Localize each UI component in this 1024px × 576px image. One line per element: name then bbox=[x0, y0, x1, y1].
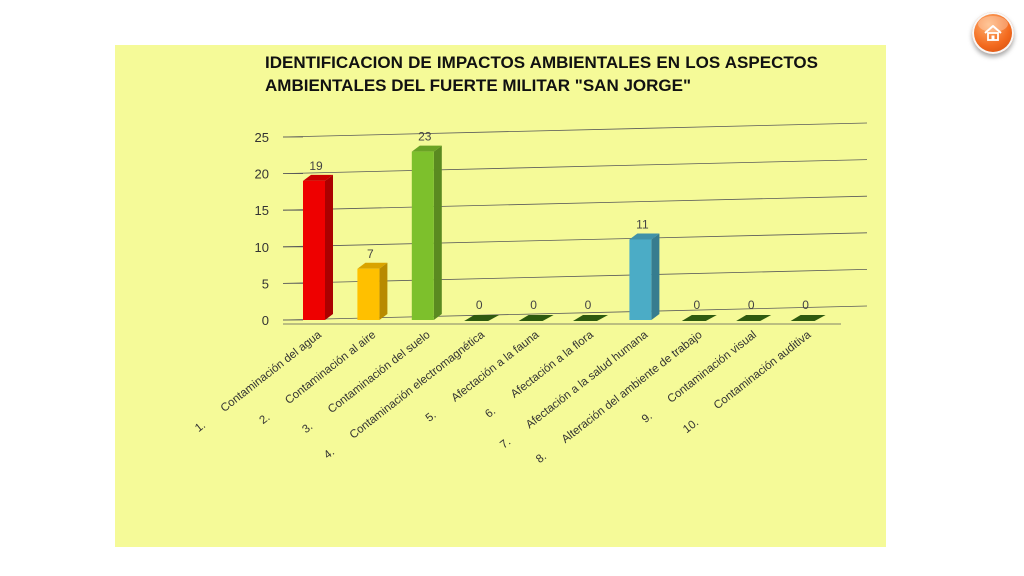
bar bbox=[411, 151, 434, 320]
x-tick-text: Afectación a la fauna bbox=[449, 329, 542, 405]
data-label: 0 bbox=[585, 298, 592, 312]
gridline bbox=[282, 232, 868, 248]
x-tick-number: 10. bbox=[681, 403, 719, 436]
data-label: 0 bbox=[530, 298, 537, 312]
home-icon bbox=[984, 25, 1002, 41]
chart-panel bbox=[115, 45, 886, 547]
bar-top bbox=[357, 262, 388, 269]
bar-side bbox=[325, 174, 333, 320]
bar bbox=[790, 315, 826, 321]
data-label: 0 bbox=[748, 298, 755, 312]
bar bbox=[518, 315, 554, 321]
gridline bbox=[282, 195, 868, 211]
data-label: 23 bbox=[418, 130, 432, 144]
gridline bbox=[282, 122, 868, 138]
bar-top bbox=[411, 145, 442, 152]
bar bbox=[573, 315, 608, 321]
data-label: 11 bbox=[636, 217, 649, 231]
x-tick-text: Contaminación del agua bbox=[219, 329, 325, 415]
data-label: 0 bbox=[476, 298, 483, 312]
bar-side bbox=[433, 145, 442, 320]
bar bbox=[681, 315, 717, 321]
x-tick-text: Contaminación al aire bbox=[283, 329, 378, 407]
x-tick-text: Contaminación del suelo bbox=[326, 329, 433, 416]
bar bbox=[357, 268, 380, 320]
bar-side bbox=[651, 233, 660, 320]
bar-top bbox=[629, 233, 660, 240]
y-tick-label: 25 bbox=[255, 130, 269, 145]
y-tick-label: 0 bbox=[262, 313, 269, 328]
bar bbox=[464, 315, 500, 321]
home-button[interactable] bbox=[972, 12, 1014, 54]
bar-side bbox=[379, 262, 388, 320]
y-tick-label: 10 bbox=[255, 240, 269, 255]
bar-top bbox=[303, 174, 333, 181]
button-shine bbox=[978, 16, 1008, 32]
bar bbox=[736, 315, 772, 321]
data-label: 19 bbox=[309, 159, 323, 173]
x-tick-label: 6. Afectación a la flora bbox=[483, 329, 596, 421]
y-tick-label: 15 bbox=[255, 203, 269, 218]
gridline bbox=[282, 159, 868, 174]
data-label: 0 bbox=[693, 298, 700, 312]
data-label: 7 bbox=[367, 247, 374, 261]
y-tick-label: 5 bbox=[262, 276, 269, 291]
x-tick-text: Contaminación visual bbox=[666, 329, 760, 406]
bar bbox=[629, 239, 652, 320]
y-tick-label: 20 bbox=[255, 167, 269, 182]
data-label: 0 bbox=[802, 298, 809, 312]
x-tick-text: Contaminación auditiva bbox=[712, 329, 814, 412]
bar bbox=[303, 180, 325, 320]
chart-title: IDENTIFICACION DE IMPACTOS AMBIENTALES E… bbox=[265, 53, 818, 95]
x-tick-label: 5. Afectación a la fauna bbox=[424, 329, 542, 425]
